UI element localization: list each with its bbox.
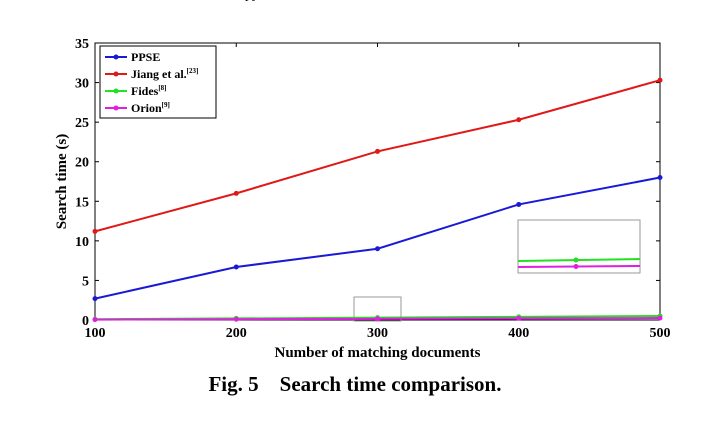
figure-caption: Fig. 5 Search time comparison. bbox=[0, 372, 710, 397]
data-point bbox=[375, 246, 380, 252]
data-point bbox=[657, 77, 663, 83]
data-point bbox=[516, 315, 522, 321]
line-chart: 100 200 300 400 500 0 5 10 15 20 25 30 35 Number of m… bbox=[54, 37, 671, 361]
legend: PPSE Jiang et al.[23] Fides[8] Orion[9] bbox=[99, 45, 217, 119]
y-tick-label: 25 bbox=[75, 116, 89, 131]
figure-caption-label: Fig. 5 bbox=[208, 372, 259, 396]
x-tick-label: 400 bbox=[508, 326, 529, 341]
data-point bbox=[92, 296, 98, 302]
y-tick-label: 30 bbox=[75, 77, 89, 92]
data-point bbox=[657, 175, 663, 181]
y-tick-label: 35 bbox=[75, 37, 89, 52]
x-tick-label: 500 bbox=[650, 326, 671, 341]
data-point bbox=[233, 190, 239, 196]
data-point bbox=[233, 316, 239, 322]
x-tick-label: 200 bbox=[226, 326, 247, 341]
figure-caption-text: Search time comparison. bbox=[279, 372, 502, 396]
x-tick-label: 300 bbox=[367, 326, 388, 341]
y-tick-label: 20 bbox=[75, 156, 89, 171]
data-point bbox=[375, 148, 380, 154]
legend-entry: Fides[8] bbox=[131, 84, 167, 98]
y-axis-label: Search time (s) bbox=[54, 134, 70, 230]
legend-reference: [23] bbox=[187, 67, 199, 75]
legend-swatch-marker bbox=[113, 105, 119, 111]
cropped-text-fragment: py bbox=[245, 0, 375, 2]
zoom-inset-marker bbox=[573, 257, 579, 263]
data-point bbox=[375, 316, 380, 322]
zoom-inset-box bbox=[517, 219, 641, 274]
legend-swatch-marker bbox=[113, 71, 119, 77]
y-tick-label: 15 bbox=[75, 195, 89, 210]
data-point bbox=[92, 228, 98, 234]
legend-entry: Orion[9] bbox=[131, 101, 170, 115]
data-point bbox=[92, 317, 98, 323]
series-line bbox=[94, 176, 661, 300]
zoom-inset-marker bbox=[573, 264, 579, 269]
legend-entry: Jiang et al.[23] bbox=[131, 67, 198, 81]
y-tick-label: 5 bbox=[82, 274, 89, 289]
legend-reference: [9] bbox=[162, 101, 170, 109]
data-point bbox=[233, 264, 239, 270]
y-tick-label: 10 bbox=[75, 235, 89, 250]
legend-entry: PPSE bbox=[131, 50, 160, 64]
x-axis-label: Number of matching documents bbox=[275, 345, 481, 361]
data-point bbox=[516, 117, 522, 123]
zoom-inset-line bbox=[517, 265, 641, 268]
x-tick-label: 100 bbox=[85, 326, 106, 341]
legend-reference: [8] bbox=[158, 84, 166, 92]
legend-swatch-marker bbox=[113, 54, 119, 60]
y-tick-label: 0 bbox=[82, 314, 89, 329]
zoom-inset-line bbox=[517, 258, 641, 262]
data-point bbox=[516, 201, 522, 207]
data-point bbox=[657, 315, 663, 321]
legend-swatch-marker bbox=[113, 88, 119, 94]
